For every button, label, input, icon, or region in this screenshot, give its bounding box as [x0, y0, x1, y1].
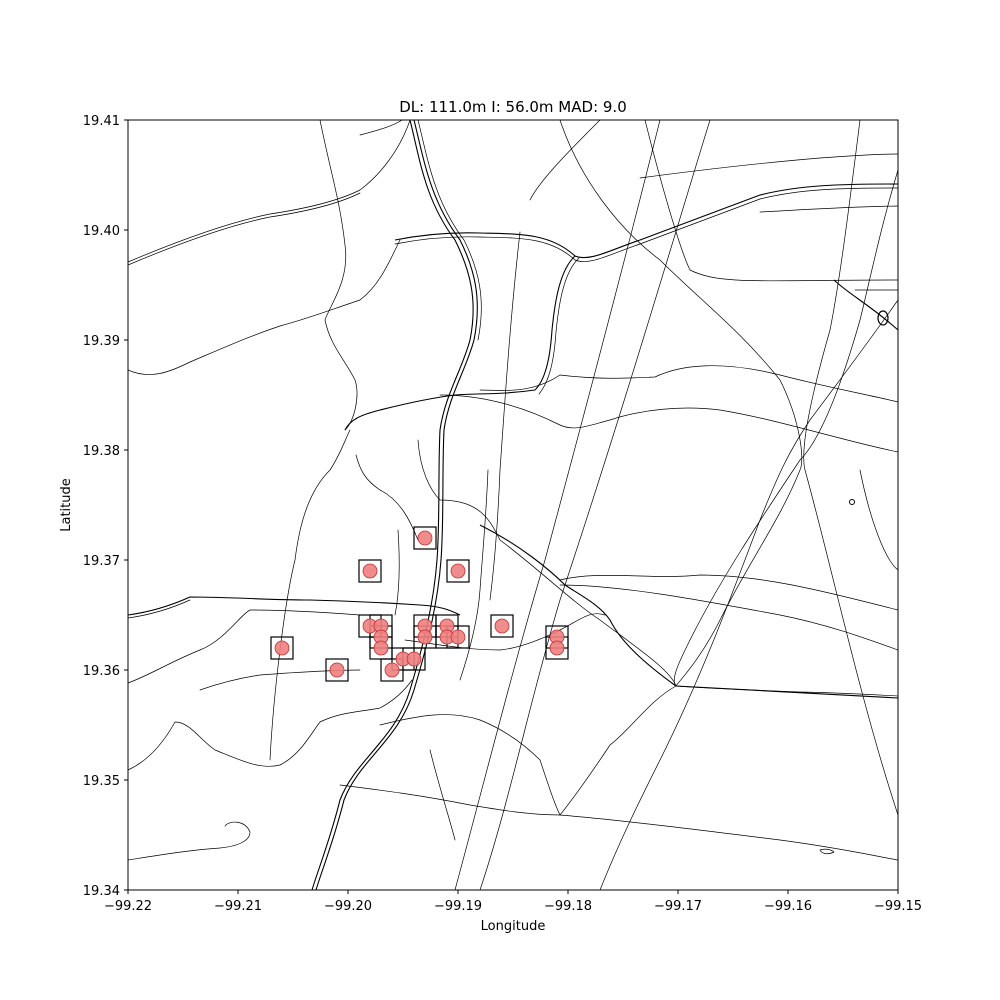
data-point	[417, 629, 433, 645]
plot-frame	[127, 119, 899, 891]
x-tick-label: −99.22	[104, 899, 152, 914]
x-tick-label: −99.21	[214, 899, 262, 914]
x-tick-label: −99.15	[874, 899, 922, 914]
y-tick-label: 19.35	[83, 774, 120, 789]
y-tick-label: 19.40	[83, 224, 120, 239]
data-point	[494, 618, 510, 634]
x-tick-label: −99.19	[434, 899, 482, 914]
data-point	[384, 662, 400, 678]
x-axis-ticks: −99.22 −99.21 −99.20 −99.19 −99.18 −99.17 −99.…	[104, 890, 922, 914]
marker-box	[270, 636, 294, 660]
y-axis-label: Latitude	[59, 478, 74, 532]
data-point	[362, 563, 378, 579]
y-tick-label: 19.37	[83, 554, 120, 569]
marker-box	[325, 658, 349, 682]
marker-box	[446, 559, 470, 583]
x-axis-label: Longitude	[481, 919, 546, 934]
x-tick-label: −99.18	[544, 899, 592, 914]
data-point	[329, 662, 345, 678]
marker-box	[358, 559, 382, 583]
data-point	[274, 640, 290, 656]
x-tick-label: −99.17	[654, 899, 702, 914]
y-tick-label: 19.39	[83, 334, 120, 349]
data-point	[549, 640, 565, 656]
y-tick-label: 19.38	[83, 444, 120, 459]
data-point	[450, 563, 466, 579]
marker-box	[413, 526, 437, 550]
road-network	[128, 120, 898, 890]
data-point	[373, 640, 389, 656]
y-tick-label: 19.34	[83, 884, 120, 899]
data-point	[417, 530, 433, 546]
x-tick-label: −99.20	[324, 899, 372, 914]
chart-title: DL: 111.0m I: 56.0m MAD: 9.0	[399, 98, 627, 116]
x-tick-label: −99.16	[764, 899, 812, 914]
data-point	[406, 651, 422, 667]
marker-box	[490, 614, 514, 638]
data-point	[450, 629, 466, 645]
y-tick-label: 19.36	[83, 664, 120, 679]
y-tick-label: 19.41	[83, 114, 120, 129]
marker-layer	[270, 526, 569, 682]
y-axis-ticks: 19.34 19.35 19.36 19.37 19.38 19.39 19.40 19.41	[83, 114, 128, 899]
